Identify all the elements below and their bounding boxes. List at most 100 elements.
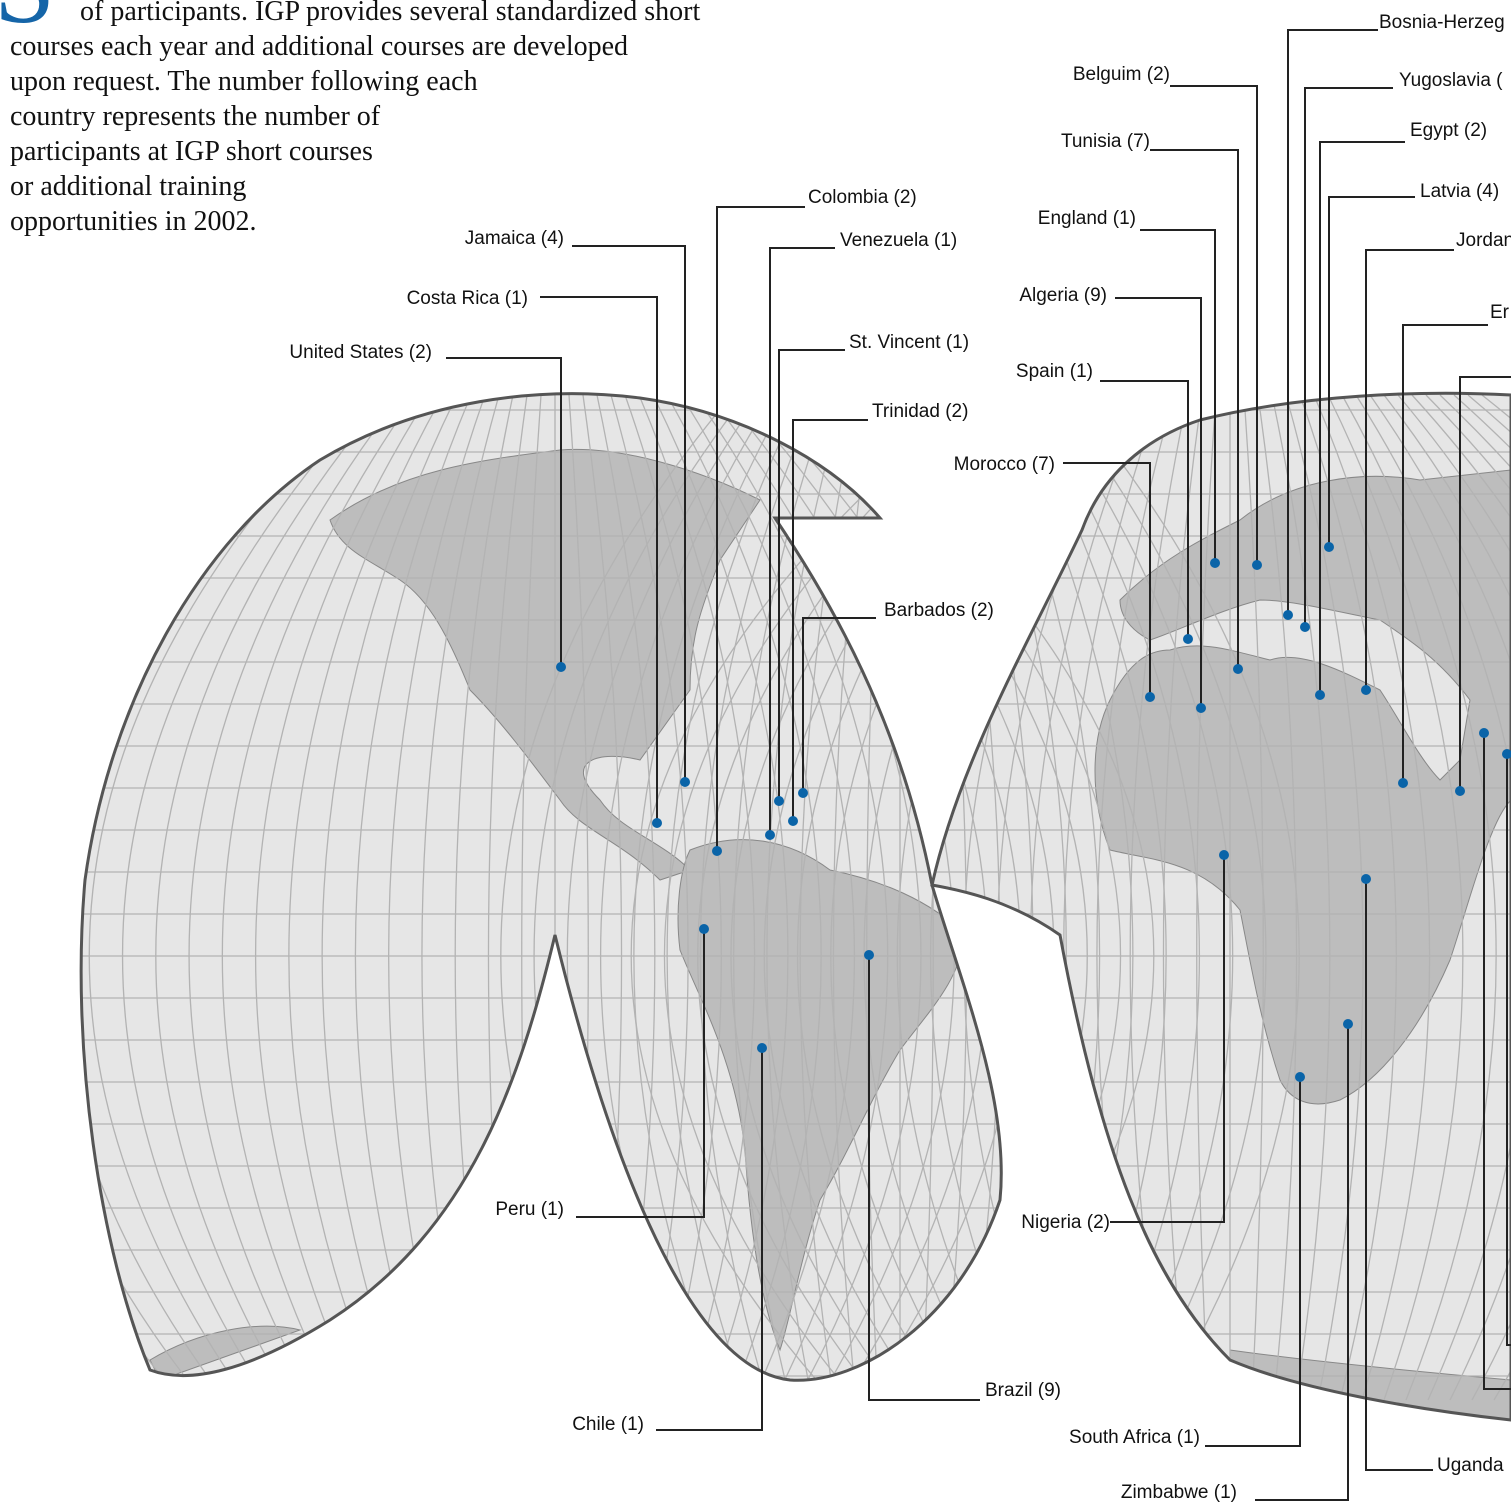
meridian bbox=[624, 394, 722, 1401]
country-label: Yugoslavia ( bbox=[1399, 70, 1503, 91]
country-marker bbox=[798, 788, 808, 798]
leader-line bbox=[1287, 29, 1378, 615]
country-label: Barbados (2) bbox=[884, 600, 994, 621]
country-marker bbox=[1183, 634, 1193, 644]
country-label: Morocco (7) bbox=[954, 454, 1055, 475]
leader-line bbox=[1110, 855, 1225, 1223]
intro-line: courses each year and additional courses… bbox=[10, 31, 628, 62]
country-marker bbox=[712, 846, 722, 856]
drop-cap: S bbox=[0, 0, 55, 46]
country-label: United States (2) bbox=[289, 342, 432, 363]
meridian bbox=[254, 394, 430, 1401]
country-label: Tunisia (7) bbox=[1061, 131, 1150, 152]
country-label: Jamaica (4) bbox=[465, 228, 564, 249]
meridian bbox=[1271, 394, 1331, 1401]
intro-line: country represents the number of bbox=[10, 101, 381, 132]
country-marker bbox=[1196, 703, 1206, 713]
meridian bbox=[188, 394, 402, 1401]
country-marker bbox=[1295, 1072, 1305, 1082]
country-marker bbox=[699, 924, 709, 934]
leader-line bbox=[576, 929, 705, 1218]
meridian bbox=[652, 394, 789, 1401]
country-label: Colombia (2) bbox=[808, 187, 917, 208]
country-label: Peru (1) bbox=[495, 1199, 564, 1220]
intro-line: upon request. The number following each bbox=[10, 66, 478, 97]
country-label: Brazil (9) bbox=[985, 1380, 1061, 1401]
leader-line bbox=[1255, 1024, 1349, 1501]
meridian bbox=[1355, 394, 1511, 1401]
leader-line bbox=[1319, 141, 1405, 695]
country-marker bbox=[1398, 778, 1408, 788]
leader-line bbox=[656, 1048, 763, 1431]
country-label: South Africa (1) bbox=[1069, 1427, 1200, 1448]
leader-line bbox=[1304, 87, 1393, 627]
leader-line bbox=[1150, 149, 1239, 669]
meridian bbox=[1327, 394, 1464, 1401]
meridian bbox=[1397, 394, 1511, 1401]
country-marker bbox=[757, 1043, 767, 1053]
meridian bbox=[680, 394, 856, 1401]
leader-line bbox=[792, 419, 868, 821]
country-label: St. Vincent (1) bbox=[849, 332, 969, 353]
leader-line bbox=[1365, 879, 1433, 1471]
meridian bbox=[1243, 394, 1264, 1401]
country-marker bbox=[556, 662, 566, 672]
country-label: Zimbabwe (1) bbox=[1121, 1482, 1237, 1503]
meridian bbox=[638, 394, 756, 1401]
country-marker bbox=[1343, 1019, 1353, 1029]
leader-line bbox=[778, 349, 845, 801]
country-label: Er bbox=[1490, 302, 1510, 323]
meridian bbox=[354, 394, 472, 1401]
leader-line bbox=[802, 617, 876, 793]
north-america bbox=[329, 448, 761, 881]
south-america bbox=[677, 839, 966, 1352]
country-label: Uganda bbox=[1437, 1455, 1504, 1476]
meridian bbox=[610, 394, 689, 1401]
country-marker bbox=[1502, 749, 1511, 759]
country-label: Latvia (4) bbox=[1420, 181, 1499, 202]
country-marker bbox=[680, 777, 690, 787]
intro-line: of participants. IGP provides several st… bbox=[80, 0, 700, 27]
meridian bbox=[1369, 394, 1511, 1401]
meridian bbox=[221, 394, 416, 1401]
meridian bbox=[1162, 394, 1203, 1401]
meridian bbox=[1257, 394, 1298, 1401]
globe bbox=[79, 391, 1511, 1422]
country-marker bbox=[1145, 692, 1155, 702]
intro-line: participants at IGP short courses bbox=[10, 136, 373, 167]
country-marker bbox=[1300, 622, 1310, 632]
leader-line bbox=[1328, 196, 1415, 547]
meridian bbox=[88, 394, 360, 1401]
meridian bbox=[155, 394, 388, 1401]
meridian bbox=[1383, 394, 1511, 1401]
leader-line bbox=[540, 296, 658, 823]
intro-line: opportunities in 2002. bbox=[10, 206, 257, 237]
meridian bbox=[321, 394, 458, 1401]
leader-line bbox=[446, 357, 562, 667]
country-marker bbox=[1455, 786, 1465, 796]
leader-line bbox=[1063, 462, 1151, 697]
leader-line bbox=[1140, 229, 1216, 563]
intro-line: or additional training bbox=[10, 171, 246, 202]
country-marker bbox=[1315, 690, 1325, 700]
leader-line bbox=[572, 245, 686, 782]
country-marker bbox=[1219, 850, 1229, 860]
country-label: Venezuela (1) bbox=[840, 230, 957, 251]
country-label: Belguim (2) bbox=[1073, 64, 1170, 85]
country-marker bbox=[864, 950, 874, 960]
leader-line bbox=[1205, 1077, 1301, 1447]
country-label: England (1) bbox=[1038, 208, 1136, 229]
country-marker bbox=[1233, 664, 1243, 674]
country-marker bbox=[788, 816, 798, 826]
country-label: Algeria (9) bbox=[1019, 285, 1107, 306]
meridian bbox=[1341, 394, 1497, 1401]
country-label: Nigeria (2) bbox=[1021, 1212, 1110, 1233]
meridian bbox=[1196, 394, 1217, 1401]
intro-text: of participants. IGP provides several st… bbox=[10, 0, 700, 237]
meridian bbox=[1299, 394, 1397, 1401]
country-marker bbox=[765, 830, 775, 840]
meridian bbox=[694, 394, 889, 1401]
meridian bbox=[288, 394, 444, 1401]
leader-line bbox=[1402, 324, 1488, 783]
